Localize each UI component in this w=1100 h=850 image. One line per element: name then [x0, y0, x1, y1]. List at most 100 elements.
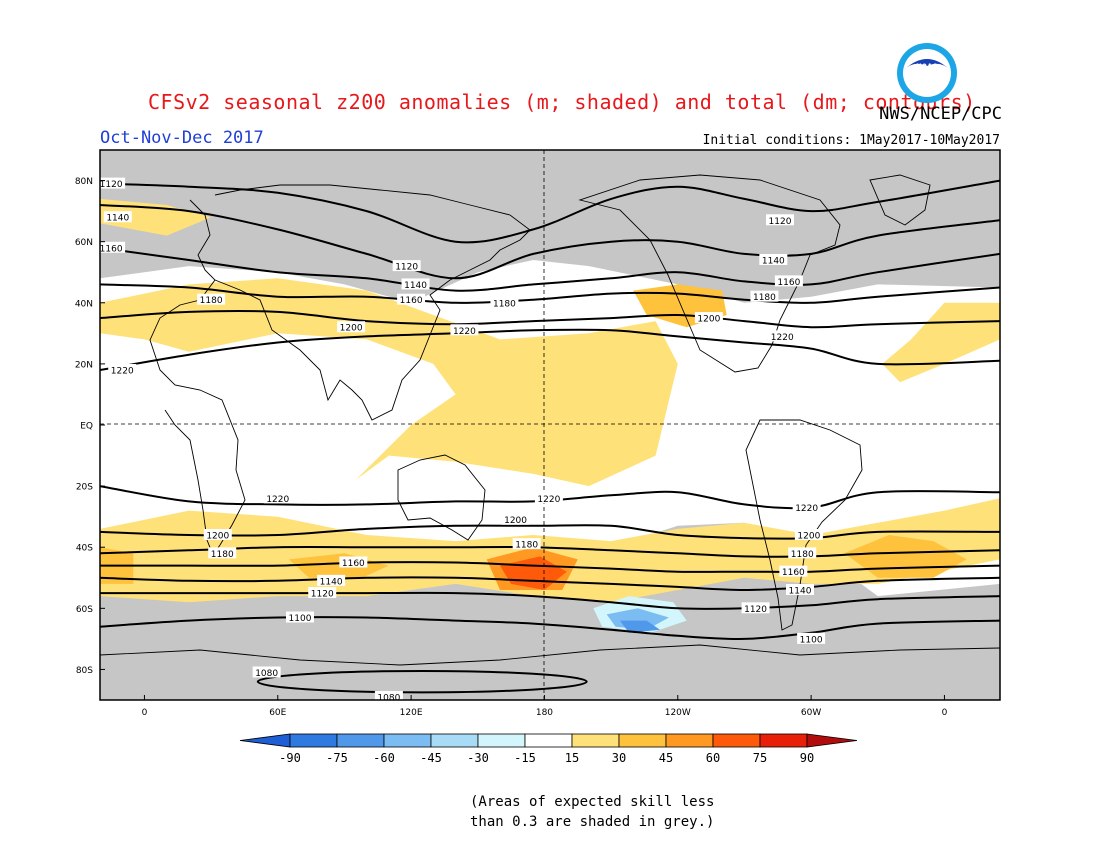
lon-tick-label: 60W: [801, 708, 821, 718]
colorbar-tick-label: 30: [612, 751, 626, 765]
noaa-logo-inner: [903, 49, 951, 97]
colorbar-tick-label: 60: [706, 751, 720, 765]
contour-label: 1180: [493, 299, 516, 309]
contour-label-bg: [286, 611, 314, 623]
contour-label: 1160: [400, 296, 423, 306]
contour-label: 1220: [266, 495, 289, 505]
initial-conditions-label: Initial conditions: 1May2017-10May2017: [702, 133, 1000, 148]
coast-asia: [214, 184, 531, 421]
contour-line: [100, 545, 1000, 558]
footnote-line-2: than 0.3 are shaded in grey.): [470, 814, 715, 830]
lat-tick-label: 40S: [76, 544, 93, 554]
contour-low-1080: [256, 669, 588, 694]
noaa-logo: NOAA: [897, 43, 957, 103]
contour-label: 1220: [771, 333, 794, 343]
contour-label-bg: [392, 260, 421, 272]
height-contours: [100, 179, 1000, 694]
contour-line: [100, 204, 1000, 280]
contour-label: 1120: [100, 180, 123, 190]
agency-label: NWS/NCEP/CPC: [879, 104, 1002, 124]
latitude-axis: 80N 60N 40N 20N EQ 20S 40S 60S 80S: [75, 177, 105, 676]
contour-line: [100, 485, 1000, 510]
contour-label-bg: [374, 690, 403, 702]
contour-label: 1140: [762, 257, 785, 267]
contour-label-bg: [252, 666, 281, 678]
lat-tick-label: EQ: [80, 422, 93, 432]
contour-label: 1180: [753, 293, 776, 303]
contour-line: [100, 283, 1000, 304]
contour-label: 1100: [800, 635, 823, 645]
contour-label-bg: [779, 565, 808, 577]
contour-label-bg: [103, 211, 132, 223]
colorbar-arrow-high: [806, 733, 858, 748]
colorbar-tick-label: 15: [565, 751, 579, 765]
contour-label-bg: [208, 547, 237, 559]
contour-label: 1120: [744, 605, 767, 615]
lat-tick-label: 20N: [75, 360, 93, 370]
contour-label: 1140: [106, 214, 129, 224]
contour-label: 1200: [697, 315, 720, 325]
contour-label-bg: [750, 290, 779, 302]
contour-label-bg: [794, 529, 823, 540]
contour-label: 1200: [340, 324, 363, 334]
colorbar-tick-label: -60: [373, 751, 395, 765]
contour-label: 1220: [453, 327, 476, 337]
colorbar-box: [383, 733, 432, 748]
contour-label-bg: [97, 241, 126, 253]
lon-tick-label: 120W: [665, 708, 691, 718]
contour-label-bg: [317, 574, 346, 586]
lat-tick-label: 80N: [75, 177, 93, 187]
colorbar-box: [524, 733, 573, 748]
contour-label-bg: [786, 584, 814, 595]
contour-label: 1200: [504, 516, 527, 526]
colorbar-box: [430, 733, 479, 748]
colorbar-tick-label: 90: [800, 751, 814, 765]
contour-label: 1200: [797, 532, 820, 542]
contour-label: 1180: [211, 550, 234, 560]
contour-label: 1180: [515, 541, 538, 551]
contour-label: 1120: [769, 217, 792, 227]
contour-line: [100, 561, 1000, 573]
contour-label-bg: [512, 538, 541, 550]
contour-label-bg: [774, 275, 803, 287]
colorbar-box: [759, 733, 808, 748]
lat-tick-label: 20S: [76, 483, 93, 493]
contour-label: 1140: [789, 587, 812, 597]
contour-line: [100, 246, 1000, 292]
contour-line: [100, 591, 1000, 610]
lon-tick-label: 180: [536, 708, 553, 718]
contour-label: 1220: [537, 495, 560, 505]
colorbar-tick-label: -15: [514, 751, 536, 765]
colorbar: -90 -75 -60 -45 -30 -15 15 30 45 60 75 90: [239, 733, 858, 765]
lat-tick-label: 60S: [76, 605, 93, 615]
contour-label: 1100: [289, 614, 312, 624]
contour-label: 1120: [395, 263, 418, 273]
contour-label-bg: [397, 293, 426, 305]
contour-label-bg: [308, 587, 337, 599]
contour-line: [100, 328, 1000, 371]
contour-label-bg: [768, 330, 797, 342]
colorbar-box: [336, 733, 385, 748]
figure-title: CFSv2 seasonal z200 anomalies (m; shaded…: [148, 90, 976, 114]
contour-line: [100, 616, 1000, 640]
lat-tick-label: 40N: [75, 299, 93, 309]
lat-tick-label: 60N: [75, 238, 93, 248]
anomaly-shading: [100, 150, 1000, 700]
coast-north-america: [578, 174, 841, 373]
contour-label-bg: [197, 293, 226, 305]
contour-label: 1160: [777, 278, 800, 288]
contour-line: [100, 179, 1000, 244]
colorbar-tick-label: -30: [467, 751, 489, 765]
contour-line: [100, 309, 1000, 329]
colorbar-tick-label: -75: [326, 751, 348, 765]
contour-label-bg: [741, 602, 770, 614]
lon-tick-label: 0: [942, 708, 948, 718]
footnote-line-1: (Areas of expected skill less: [470, 794, 715, 810]
anomaly-region: [606, 608, 669, 630]
contour-label-bg: [203, 529, 232, 540]
colorbar-box: [712, 733, 761, 748]
contour-label: 1160: [782, 568, 805, 578]
coastlines: [100, 174, 1000, 666]
contour-label: 1160: [100, 244, 123, 254]
